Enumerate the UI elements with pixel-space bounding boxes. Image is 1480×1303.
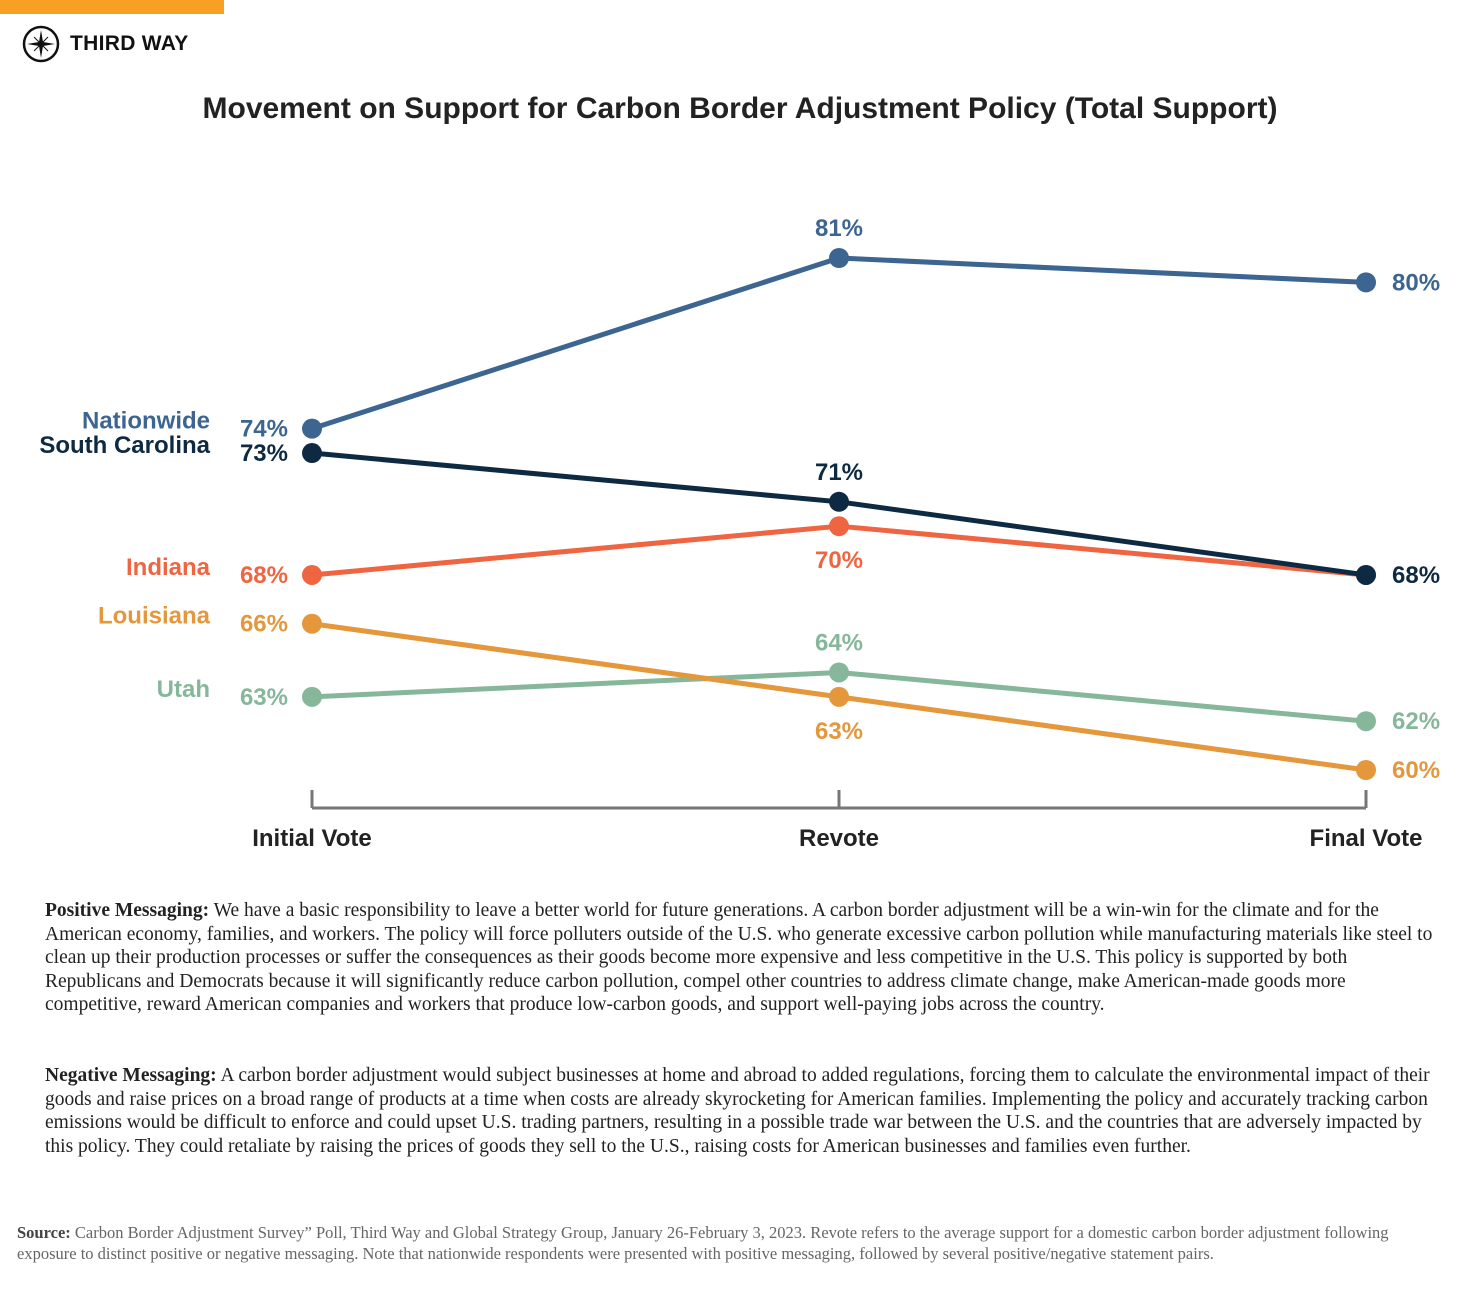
- chart-title: Movement on Support for Carbon Border Ad…: [202, 92, 1278, 125]
- data-label: 74%: [240, 416, 288, 443]
- data-label: 68%: [240, 562, 288, 589]
- logo: THIRD WAY: [22, 25, 189, 63]
- positive-label: Positive Messaging:: [45, 900, 210, 921]
- series-name-label: Utah: [157, 676, 210, 703]
- series-name-label: Indiana: [126, 554, 211, 581]
- data-label: 71%: [815, 459, 863, 486]
- source-text: Carbon Border Adjustment Survey” Poll, T…: [17, 1223, 1389, 1263]
- line-chart: Initial Vote Revote Final Vote Nationwide 74…: [39, 215, 1440, 852]
- data-point: [302, 418, 322, 439]
- data-label: 70%: [815, 547, 863, 574]
- data-point: [302, 443, 322, 464]
- source-label: Source:: [17, 1223, 71, 1242]
- x-tick-label: Revote: [799, 825, 879, 852]
- positive-text: We have a basic responsibility to leave …: [45, 900, 1433, 1015]
- data-point: [829, 516, 849, 537]
- data-point: [302, 613, 322, 634]
- data-point: [1356, 760, 1376, 780]
- data-label: 63%: [815, 718, 863, 745]
- series-name-label: Louisiana: [98, 603, 211, 630]
- negative-text: A carbon border adjustment would subject…: [45, 1065, 1430, 1157]
- data-point: [1356, 564, 1376, 585]
- compass-star-icon: [22, 25, 60, 63]
- source-note: Source: Carbon Border Adjustment Survey”…: [17, 1222, 1437, 1264]
- data-label: 73%: [240, 440, 288, 467]
- brand-name: THIRD WAY: [70, 32, 189, 55]
- data-point: [302, 686, 322, 707]
- series-line-nationwide: [311, 255, 1367, 432]
- data-point: [829, 662, 849, 683]
- data-label: 66%: [240, 611, 288, 638]
- data-label: 60%: [1392, 757, 1440, 784]
- data-label: 64%: [815, 629, 863, 656]
- data-point: [302, 564, 322, 585]
- series-name-label: South Carolina: [39, 432, 210, 459]
- accent-bar: [0, 0, 224, 14]
- data-point: [1356, 711, 1376, 732]
- data-label: 68%: [1392, 562, 1440, 589]
- data-label: 63%: [240, 684, 288, 711]
- negative-messaging: Negative Messaging: A carbon border adju…: [45, 1064, 1445, 1158]
- series-name-label: Nationwide: [82, 408, 210, 435]
- data-point: [829, 248, 849, 268]
- x-tick-label: Final Vote: [1310, 825, 1423, 852]
- data-label: 81%: [815, 215, 863, 242]
- data-point: [829, 491, 849, 512]
- positive-messaging: Positive Messaging: We have a basic resp…: [45, 899, 1445, 1017]
- x-tick-label: Initial Vote: [252, 825, 372, 852]
- negative-label: Negative Messaging:: [45, 1065, 217, 1086]
- data-label: 62%: [1392, 708, 1440, 735]
- data-label: 80%: [1392, 269, 1440, 296]
- data-point: [1356, 272, 1376, 293]
- data-point: [829, 686, 849, 707]
